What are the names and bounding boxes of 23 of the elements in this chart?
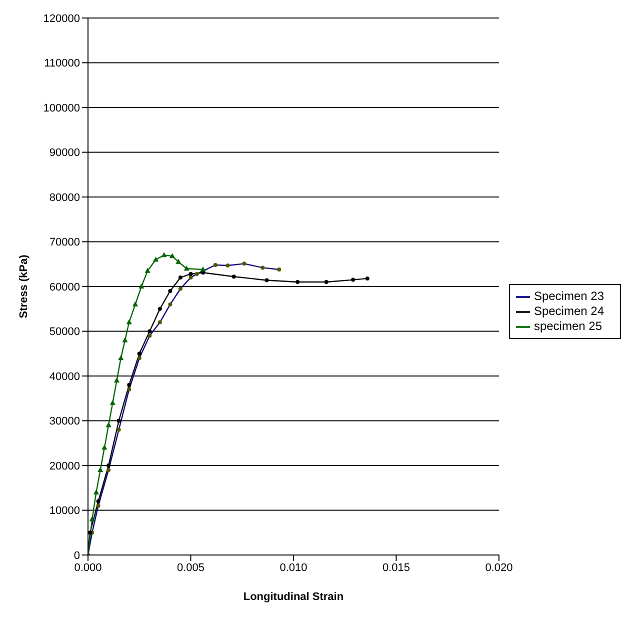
y-tick-label: 40000 xyxy=(49,370,80,383)
y-tick-label: 80000 xyxy=(49,192,80,204)
x-tick-label: 0.020 xyxy=(485,562,513,574)
y-tick-label: 30000 xyxy=(49,416,80,428)
y-tick-label: 110000 xyxy=(44,58,80,70)
y-tick-label: 50000 xyxy=(49,326,80,338)
legend-label: Specimen 23 xyxy=(534,289,604,304)
y-tick-label: 10000 xyxy=(49,505,80,518)
x-axis-title: Longitudinal Strain xyxy=(243,591,344,603)
y-tick-label: 100000 xyxy=(43,102,80,114)
y-tick-label: 0 xyxy=(74,550,80,562)
y-tick-label: 60000 xyxy=(49,281,80,294)
y-tick-label: 120000 xyxy=(43,12,80,25)
y-tick-label: 20000 xyxy=(49,460,80,472)
y-tick-label: 70000 xyxy=(49,236,80,249)
y-axis-title: Stress (kPa) xyxy=(18,254,30,318)
legend-label: Specimen 24 xyxy=(534,304,604,318)
x-tick-label: 0.000 xyxy=(74,562,102,574)
x-tick-label: 0.010 xyxy=(280,562,308,574)
x-tick-label: 0.005 xyxy=(176,562,205,574)
legend-label: specimen 25 xyxy=(534,318,602,333)
y-tick-label: 90000 xyxy=(49,147,80,160)
x-tick-label: 0.015 xyxy=(382,562,410,574)
